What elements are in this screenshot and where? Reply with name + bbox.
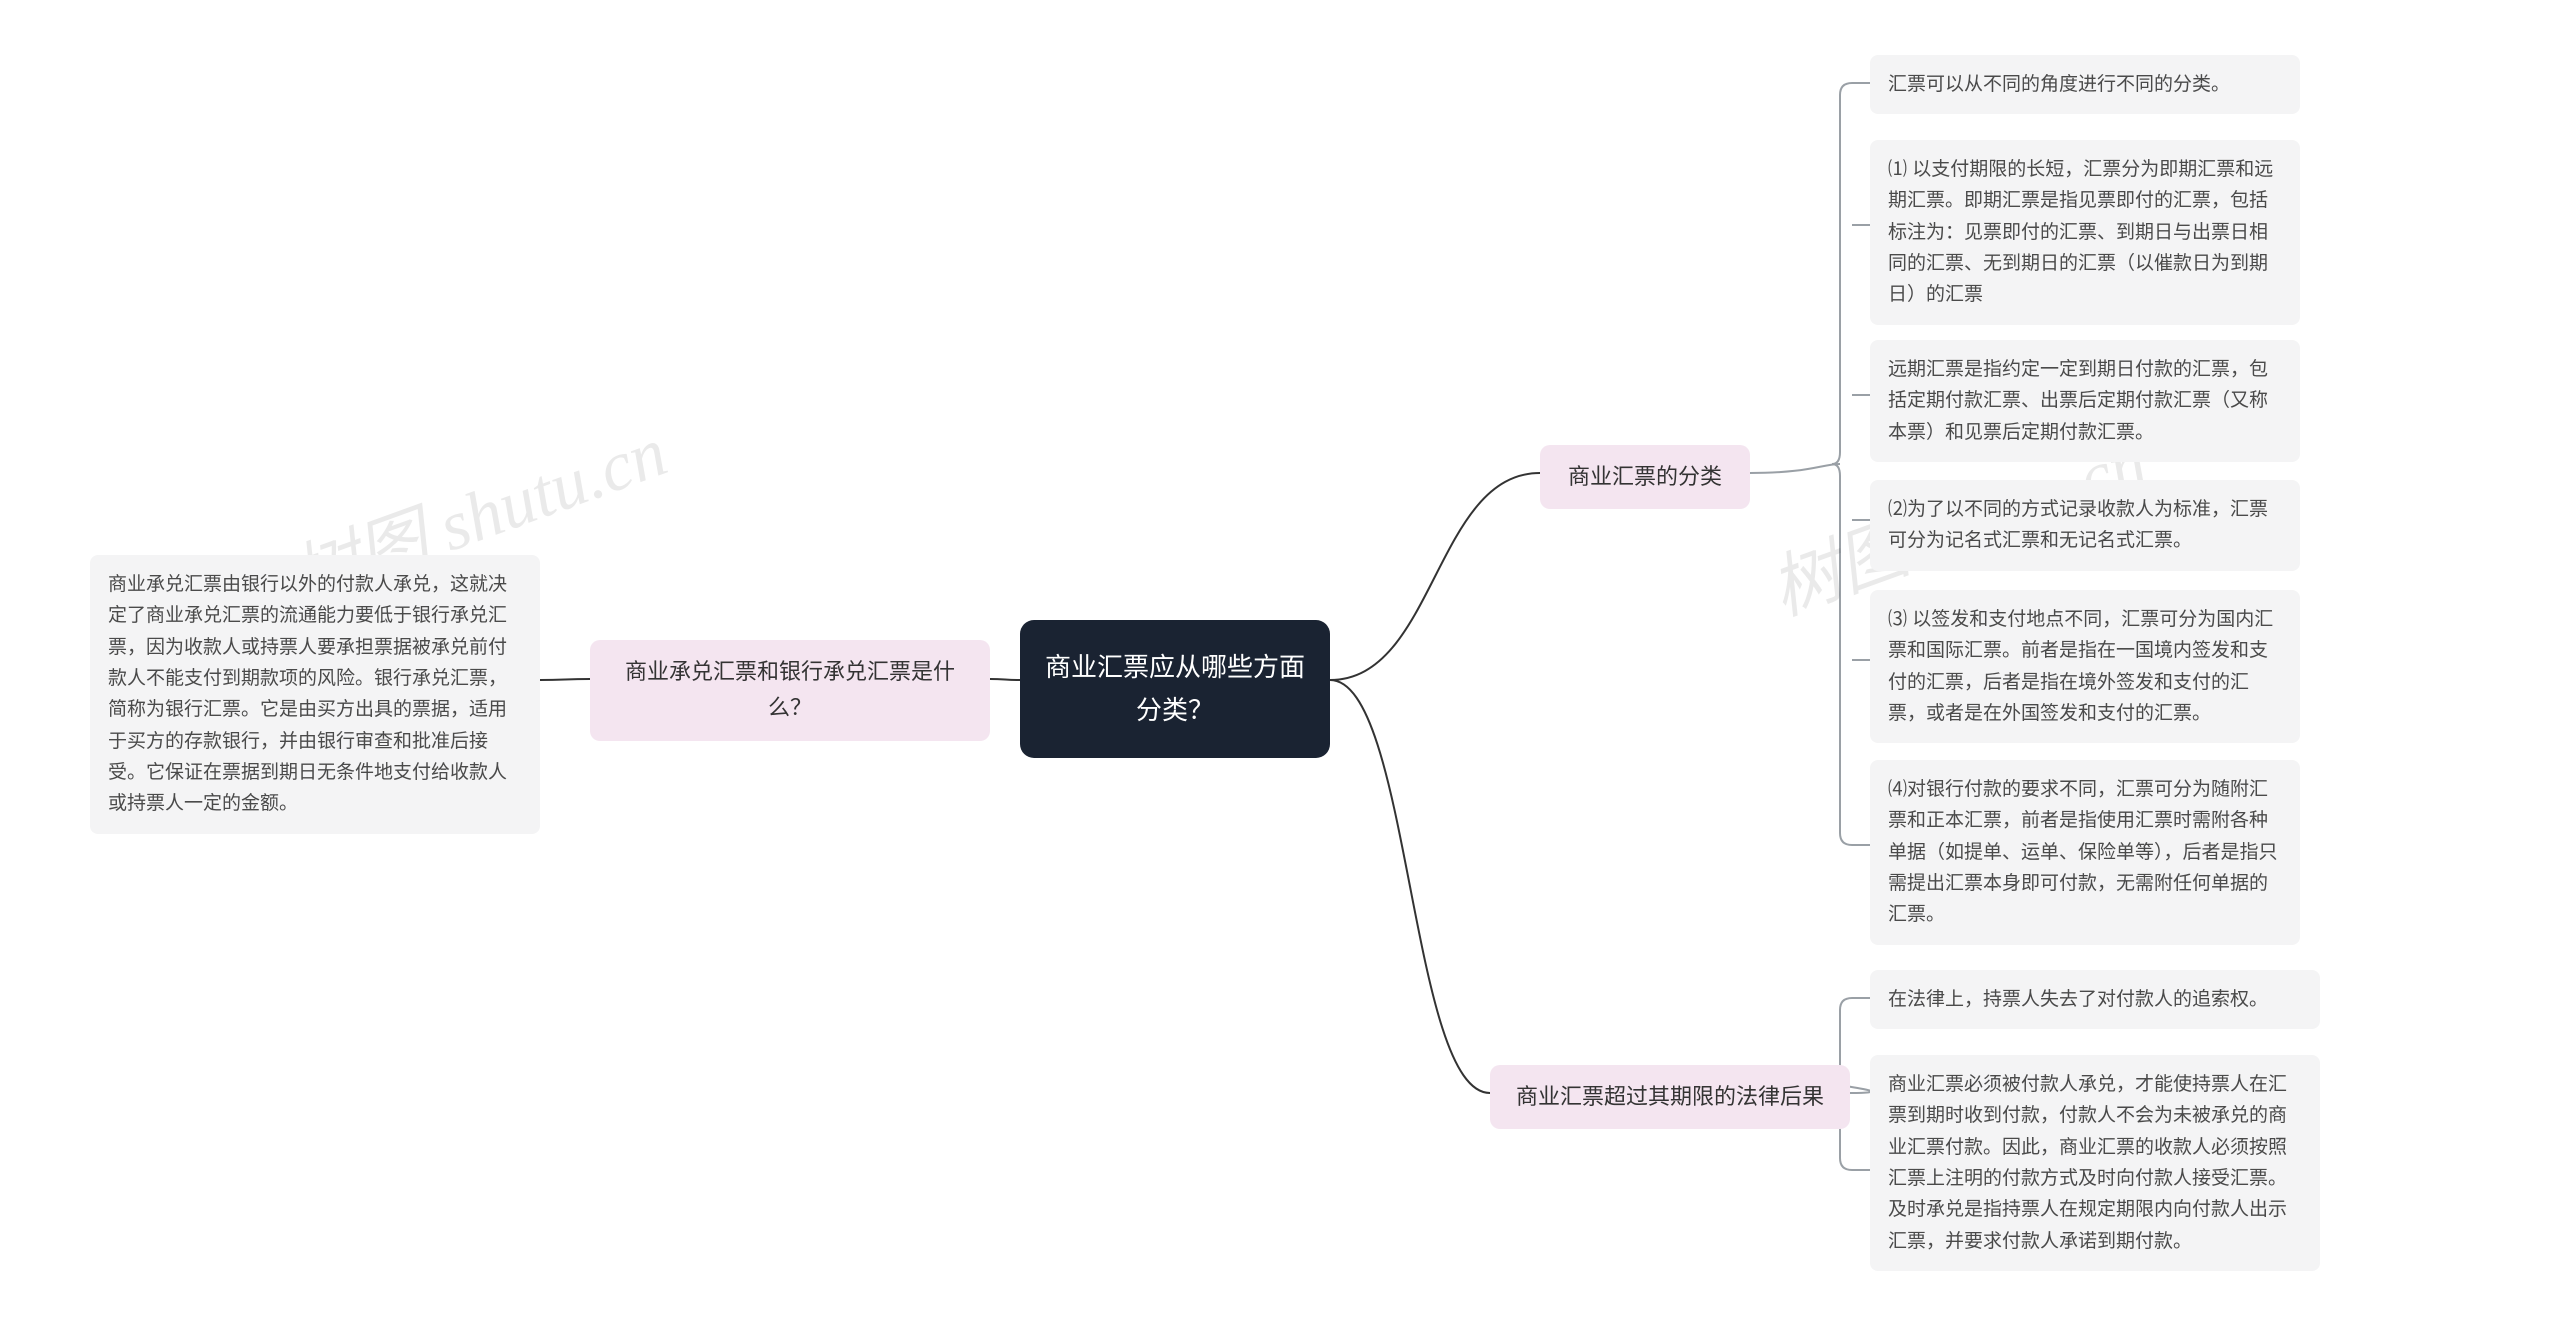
leaf-class-4: ⑷对银行付款的要求不同，汇票可分为随附汇票和正本汇票，前者是指使用汇票时需附各种… [1870,760,2300,945]
leaf-text: 远期汇票是指约定一定到期日付款的汇票，包括定期付款汇票、出票后定期付款汇票（又称… [1888,359,2268,443]
leaf-text: 商业承兑汇票由银行以外的付款人承兑，这就决定了商业承兑汇票的流通能力要低于银行承… [108,574,507,814]
leaf-class-1: ⑴ 以支付期限的长短，汇票分为即期汇票和远期汇票。即期汇票是指见票即付的汇票，包… [1870,140,2300,325]
leaf-class-1b: 远期汇票是指约定一定到期日付款的汇票，包括定期付款汇票、出票后定期付款汇票（又称… [1870,340,2300,462]
branch-label: 商业承兑汇票和银行承兑汇票是什么？ [625,659,955,720]
leaf-text: ⑴ 以支付期限的长短，汇票分为即期汇票和远期汇票。即期汇票是指见票即付的汇票，包… [1888,159,2273,305]
leaf-text: 在法律上，持票人失去了对付款人的追索权。 [1888,989,2268,1010]
branch-label: 商业汇票的分类 [1568,464,1722,489]
leaf-text: ⑵为了以不同的方式记录收款人为标准，汇票可分为记名式汇票和无记名式汇票。 [1888,499,2268,551]
branch-classification: 商业汇票的分类 [1540,445,1750,509]
leaf-text: ⑷对银行付款的要求不同，汇票可分为随附汇票和正本汇票，前者是指使用汇票时需附各种… [1888,779,2278,925]
leaf-overdue-1: 在法律上，持票人失去了对付款人的追索权。 [1870,970,2320,1029]
branch-overdue-consequence: 商业汇票超过其期限的法律后果 [1490,1065,1850,1129]
leaf-overdue-2: 商业汇票必须被付款人承兑，才能使持票人在汇票到期时收到付款，付款人不会为未被承兑… [1870,1055,2320,1271]
leaf-text: 汇票可以从不同的角度进行不同的分类。 [1888,74,2230,95]
mindmap-canvas: 树图 shutu.cn 树图 shutu.cn 商业汇票应从哪些方面分类？ 商业… [0,0,2560,1331]
root-node: 商业汇票应从哪些方面分类？ [1020,620,1330,758]
leaf-commercial-vs-bank-desc: 商业承兑汇票由银行以外的付款人承兑，这就决定了商业承兑汇票的流通能力要低于银行承… [90,555,540,834]
leaf-text: ⑶ 以签发和支付地点不同，汇票可分为国内汇票和国际汇票。前者是指在一国境内签发和… [1888,609,2273,724]
leaf-class-2: ⑵为了以不同的方式记录收款人为标准，汇票可分为记名式汇票和无记名式汇票。 [1870,480,2300,571]
leaf-class-intro: 汇票可以从不同的角度进行不同的分类。 [1870,55,2300,114]
branch-label: 商业汇票超过其期限的法律后果 [1516,1084,1824,1109]
leaf-class-3: ⑶ 以签发和支付地点不同，汇票可分为国内汇票和国际汇票。前者是指在一国境内签发和… [1870,590,2300,743]
branch-commercial-vs-bank: 商业承兑汇票和银行承兑汇票是什么？ [590,640,990,741]
leaf-text: 商业汇票必须被付款人承兑，才能使持票人在汇票到期时收到付款，付款人不会为未被承兑… [1888,1074,2287,1252]
root-label: 商业汇票应从哪些方面分类？ [1045,652,1305,725]
